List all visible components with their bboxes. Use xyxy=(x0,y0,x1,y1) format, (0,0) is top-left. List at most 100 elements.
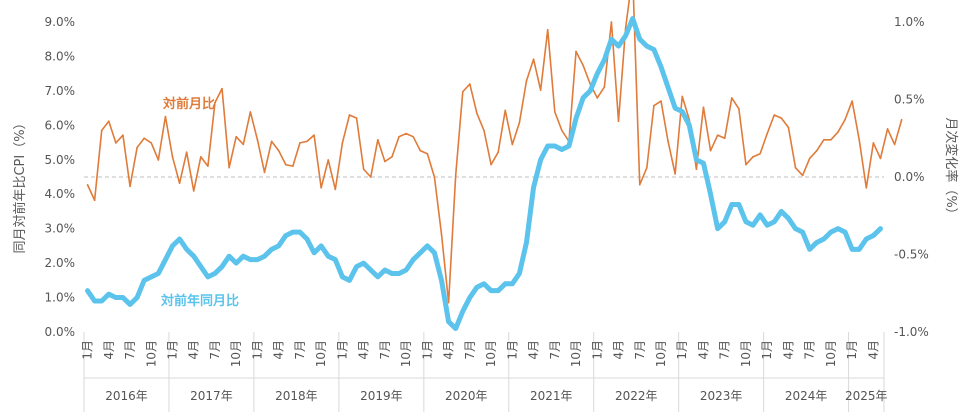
mom-point xyxy=(837,131,839,133)
yoy-point xyxy=(638,37,642,41)
yoy-point xyxy=(836,227,840,231)
mom-point xyxy=(893,143,896,146)
year-label: 2017年 xyxy=(190,389,233,403)
yoy-point xyxy=(121,296,125,300)
yoy-point xyxy=(539,158,543,162)
yoy-point xyxy=(878,227,882,231)
mom-line xyxy=(86,0,903,304)
yoy-point xyxy=(440,278,444,282)
yoy-point xyxy=(178,237,182,241)
right-tick-label: -1.0% xyxy=(894,325,929,339)
mom-point xyxy=(136,146,138,149)
yoy-point xyxy=(291,230,295,234)
mom-point xyxy=(440,233,443,236)
yoy-point xyxy=(687,123,691,127)
month-tick-label: 7月 xyxy=(123,340,137,360)
mom-point xyxy=(497,151,499,153)
mom-point xyxy=(320,187,322,189)
yoy-point xyxy=(772,220,776,224)
month-tick-label: 7月 xyxy=(378,340,392,360)
mom-point xyxy=(660,100,662,102)
mom-point xyxy=(284,163,287,166)
yoy-point xyxy=(199,265,203,269)
yoy-point xyxy=(829,230,833,234)
yoy-point xyxy=(185,247,189,251)
mom-point xyxy=(461,90,464,93)
yoy-point xyxy=(447,320,451,324)
mom-point xyxy=(815,149,818,152)
month-tick-label: 4月 xyxy=(696,340,710,360)
yoy-point xyxy=(815,240,819,244)
mom-point xyxy=(730,97,733,99)
mom-point xyxy=(362,168,365,171)
yoy-point xyxy=(843,230,847,234)
mom-point xyxy=(164,115,167,118)
mom-point xyxy=(192,190,195,192)
yoy-point xyxy=(850,247,854,251)
mom-point xyxy=(270,140,273,143)
mom-point xyxy=(100,129,103,132)
yoy-point xyxy=(666,85,670,89)
month-tick-label: 4月 xyxy=(866,340,880,360)
mom-point xyxy=(313,134,315,136)
year-label: 2023年 xyxy=(700,389,743,403)
yoy-point xyxy=(567,144,571,148)
yoy-point xyxy=(595,72,599,76)
mom-point xyxy=(483,129,485,132)
mom-point xyxy=(447,301,450,304)
mom-point xyxy=(667,140,669,143)
yoy-point xyxy=(765,223,769,227)
yoy-point xyxy=(149,275,153,279)
month-tick-label: 1月 xyxy=(335,340,349,360)
yoy-line xyxy=(85,16,883,332)
mom-point xyxy=(242,143,245,146)
yoy-point xyxy=(758,213,762,217)
month-tick-label: 7月 xyxy=(293,340,307,360)
mom-point xyxy=(723,137,726,140)
mom-point xyxy=(221,87,223,90)
mom-point xyxy=(575,50,577,53)
yoy-point xyxy=(277,244,281,248)
yoy-point xyxy=(142,278,146,282)
yoy-point xyxy=(206,275,210,279)
mom-point xyxy=(865,187,868,189)
month-tick-label: 4月 xyxy=(442,340,456,360)
year-label: 2020年 xyxy=(445,389,488,403)
mom-point xyxy=(525,80,528,82)
month-tick-label: 7月 xyxy=(803,340,817,360)
month-tick-label: 4月 xyxy=(612,340,626,360)
mom-point xyxy=(808,157,811,160)
year-label: 2019年 xyxy=(360,389,403,403)
month-tick-label: 7月 xyxy=(718,340,732,360)
mom-point xyxy=(695,168,698,171)
mom-point xyxy=(93,199,96,202)
yoy-point xyxy=(680,110,684,114)
yoy-point xyxy=(709,192,713,196)
yoy-point xyxy=(475,285,479,289)
right-axis-ticks: -1.0% -0.5% 0.0% 0.5% 1.0% xyxy=(894,15,929,339)
left-tick-label: 4.0% xyxy=(45,187,76,201)
yoy-point xyxy=(128,302,132,306)
yoy-point xyxy=(737,203,741,207)
mom-point xyxy=(454,174,457,177)
yoy-point xyxy=(93,299,97,303)
yoy-point xyxy=(857,247,861,251)
month-tick-label: 10月 xyxy=(314,340,328,367)
yoy-point xyxy=(156,271,160,275)
yoy-point xyxy=(496,289,500,293)
yoy-point xyxy=(248,258,252,262)
yoy-point xyxy=(114,296,118,300)
yoy-point xyxy=(659,65,663,69)
mom-point xyxy=(107,120,110,122)
month-tick-label: 1月 xyxy=(250,340,264,360)
left-tick-label: 7.0% xyxy=(45,84,76,98)
mom-point xyxy=(292,165,294,167)
yoy-point xyxy=(652,48,656,52)
yoy-point xyxy=(751,223,755,227)
mom-point xyxy=(738,108,740,110)
mom-point xyxy=(263,171,266,174)
mom-point xyxy=(596,97,599,99)
month-tick-label: 7月 xyxy=(548,340,562,360)
yoy-point xyxy=(864,237,868,241)
mom-point xyxy=(879,157,882,160)
